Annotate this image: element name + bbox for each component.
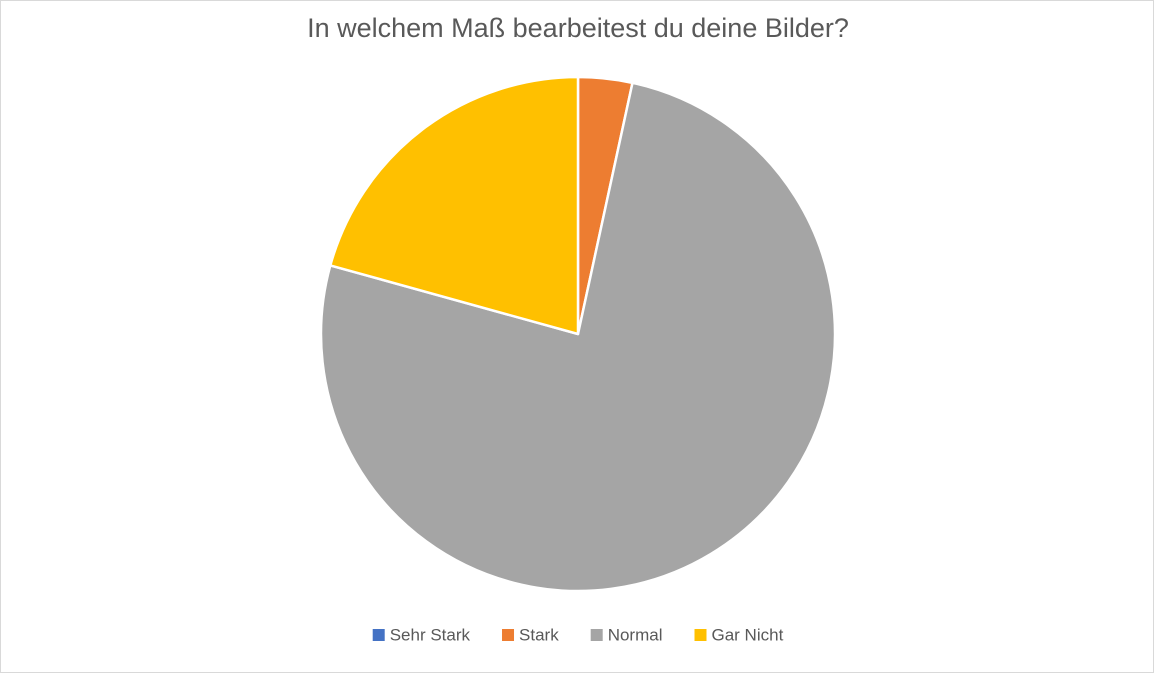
- pie-slice: [319, 81, 837, 593]
- legend-swatch: [372, 629, 385, 641]
- legend-label: Sehr Stark: [390, 625, 471, 644]
- pie: [319, 75, 837, 593]
- legend-swatch: [694, 629, 707, 641]
- legend-swatch: [590, 629, 603, 641]
- legend-label: Stark: [519, 625, 559, 644]
- pie-slice: [329, 75, 580, 336]
- legend: Sehr Stark Stark Normal Gar Nicht: [372, 625, 784, 644]
- legend-swatch: [502, 629, 515, 641]
- legend-label: Gar Nicht: [712, 625, 784, 644]
- legend-label: Normal: [608, 625, 663, 644]
- chart-title: In welchem Maß bearbeitest du deine Bild…: [307, 13, 849, 43]
